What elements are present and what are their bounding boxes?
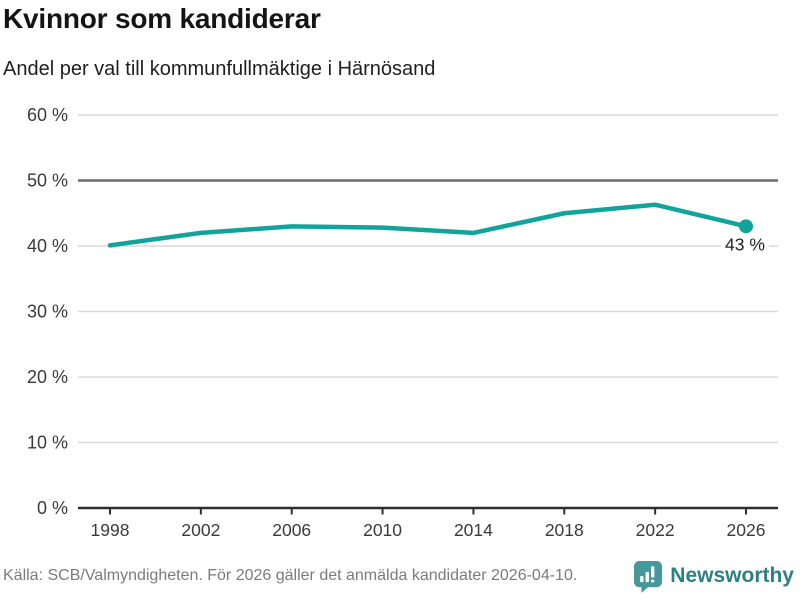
chart-title: Kvinnor som kandiderar bbox=[3, 3, 321, 34]
x-tick-label: 2010 bbox=[363, 520, 402, 540]
y-tick-label: 50 % bbox=[27, 171, 68, 191]
footer: Källa: SCB/Valmyndigheten. För 2026 gäll… bbox=[3, 558, 794, 594]
data-line-women-candidates bbox=[107, 202, 749, 248]
last-point-label-bg bbox=[721, 235, 769, 255]
x-tick-label: 1998 bbox=[91, 520, 130, 540]
y-tick-label: 40 % bbox=[27, 236, 68, 256]
y-tick-label: 20 % bbox=[27, 367, 68, 387]
chart-subtitle: Andel per val till kommunfullmäktige i H… bbox=[3, 58, 436, 80]
x-tick-label: 2014 bbox=[454, 520, 493, 540]
y-tick-label: 10 % bbox=[27, 433, 68, 453]
x-tick-label: 2026 bbox=[727, 520, 766, 540]
y-tick-label: 60 % bbox=[27, 105, 68, 125]
x-tick-label: 2002 bbox=[181, 520, 220, 540]
newsworthy-logo-icon bbox=[634, 560, 663, 593]
newsworthy-brand: Newsworthy bbox=[633, 560, 794, 593]
x-tick-label: 2018 bbox=[545, 520, 584, 540]
newsworthy-wordmark: Newsworthy bbox=[670, 564, 794, 587]
last-point-label: 43 % bbox=[725, 234, 765, 254]
last-point-dot bbox=[739, 219, 753, 234]
y-tick-label: 0 % bbox=[37, 498, 68, 518]
x-tick-label: 2022 bbox=[636, 520, 675, 540]
x-tick-label: 2006 bbox=[272, 520, 311, 540]
y-tick-label: 30 % bbox=[27, 302, 68, 322]
source-note: Källa: SCB/Valmyndigheten. För 2026 gäll… bbox=[3, 567, 578, 584]
